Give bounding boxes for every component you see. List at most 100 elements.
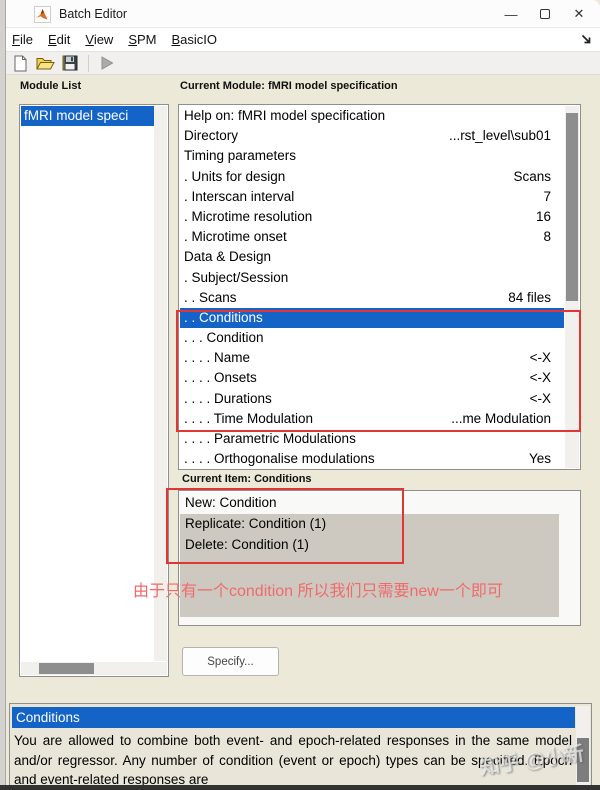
parameter-rows: Help on: fMRI model specification Direct…: [180, 106, 564, 468]
menu-view[interactable]: View: [85, 32, 114, 47]
background-window-edge: [0, 0, 6, 790]
param-label: . Subject/Session: [184, 269, 289, 285]
param-row-condition[interactable]: . . . Condition: [180, 328, 564, 348]
open-folder-icon: [35, 57, 55, 69]
current-item-background: [180, 514, 559, 617]
param-value: ...rst_level\sub01: [448, 128, 551, 144]
param-row-help[interactable]: Help on: fMRI model specification: [180, 106, 564, 126]
param-label: . . . . Parametric Modulations: [184, 431, 356, 446]
param-label: . Units for design: [184, 168, 286, 184]
help-panel-scrollbar[interactable]: [576, 706, 590, 785]
param-label: Help on: fMRI model specification: [184, 108, 386, 123]
module-list-horizontal-scrollbar[interactable]: [21, 662, 167, 675]
param-value: <-X: [529, 350, 551, 366]
param-label: . . . . Onsets: [184, 370, 257, 386]
param-row-interscan-interval[interactable]: . Interscan interval 7: [180, 187, 564, 207]
help-panel-text: You are allowed to combine both event- a…: [14, 733, 572, 786]
annotation-note: 由于只有一个condition 所以我们只需要new一个即可: [133, 583, 503, 600]
current-item-header: Current Item: Conditions: [182, 473, 312, 485]
param-value: ...me Modulation: [451, 410, 551, 426]
new-file-icon: [14, 55, 26, 71]
toolbar-separator: [88, 54, 89, 72]
matlab-logo-icon: [34, 6, 51, 23]
close-icon: ✕: [573, 6, 585, 21]
param-value: <-X: [529, 390, 551, 406]
help-panel: Conditions You are allowed to combine bo…: [9, 703, 592, 787]
module-list-vertical-scrollbar[interactable]: [154, 106, 167, 661]
minimize-button[interactable]: —: [494, 0, 528, 28]
menu-edit[interactable]: Edit: [47, 32, 71, 47]
help-panel-scroll-thumb[interactable]: [577, 738, 589, 782]
param-row-timing-parameters[interactable]: Timing parameters: [180, 146, 564, 166]
run-play-icon: [101, 56, 114, 70]
param-value: 7: [543, 188, 551, 204]
run-batch-button[interactable]: [97, 53, 117, 73]
param-label: . Microtime resolution: [184, 208, 313, 224]
param-value: 16: [535, 208, 551, 224]
close-button[interactable]: ✕: [562, 0, 596, 28]
minimize-icon: —: [504, 6, 518, 22]
param-row-microtime-resolution[interactable]: . Microtime resolution 16: [180, 207, 564, 227]
open-file-button[interactable]: [35, 53, 55, 73]
param-value: Scans: [513, 168, 551, 184]
current-item-listbox[interactable]: New: Condition Replicate: Condition (1) …: [178, 490, 581, 626]
param-label: . . Scans: [184, 289, 237, 305]
title-bar[interactable]: Batch Editor — ✕: [6, 0, 600, 28]
module-item-fmri-model-specification[interactable]: fMRI model speci: [21, 106, 154, 126]
current-module-vertical-scrollbar[interactable]: [565, 106, 579, 468]
param-row-directory[interactable]: Directory ...rst_level\sub01: [180, 126, 564, 146]
param-label: . Interscan interval: [184, 188, 295, 204]
param-label: . Microtime onset: [184, 229, 287, 245]
annotation-box-conditions-rows: [176, 310, 581, 432]
tool-bar: [6, 52, 600, 75]
param-row-subject-session[interactable]: . Subject/Session: [180, 268, 564, 288]
help-panel-title: Conditions: [12, 707, 575, 728]
param-row-data-and-design[interactable]: Data & Design: [180, 247, 564, 267]
new-file-button[interactable]: [10, 53, 30, 73]
save-disk-icon: [62, 55, 78, 71]
param-row-units-for-design[interactable]: . Units for design Scans: [180, 167, 564, 187]
param-value: Yes: [528, 451, 551, 467]
option-replicate-condition[interactable]: Replicate: Condition (1): [185, 516, 327, 531]
param-label: Timing parameters: [184, 148, 297, 164]
maximize-button[interactable]: [528, 0, 562, 28]
window-title: Batch Editor: [59, 7, 128, 21]
param-label: . . . . Durations: [184, 390, 272, 406]
screenshot-bottom-edge: [0, 785, 600, 790]
param-label: . . . . Time Modulation: [184, 410, 314, 426]
current-item-options: New: Condition Replicate: Condition (1) …: [180, 492, 559, 555]
param-label: . . . . Orthogonalise modulations: [184, 451, 375, 467]
option-delete-condition[interactable]: Delete: Condition (1): [185, 537, 309, 552]
current-module-vscroll-thumb[interactable]: [566, 113, 578, 301]
module-list-header: Module List: [20, 80, 82, 92]
param-row-time-modulation[interactable]: . . . . Time Modulation ...me Modulation: [180, 409, 564, 429]
annotation-box-new-options: [166, 488, 404, 564]
current-module-header: Current Module: fMRI model specification: [180, 80, 398, 92]
menu-basicio[interactable]: BasicIO: [171, 32, 218, 47]
param-row-name[interactable]: . . . . Name <-X: [180, 348, 564, 368]
param-value: 84 files: [508, 289, 551, 305]
param-row-scans[interactable]: . . Scans 84 files: [180, 288, 564, 308]
param-row-durations[interactable]: . . . . Durations <-X: [180, 389, 564, 409]
option-new-condition[interactable]: New: Condition: [185, 495, 277, 510]
module-listbox[interactable]: fMRI model speci: [19, 104, 169, 677]
specify-button[interactable]: Specify...: [182, 647, 279, 676]
param-value: 8: [543, 229, 551, 245]
module-list-hscroll-thumb[interactable]: [39, 663, 94, 674]
menu-bar: File Edit View SPM BasicIO: [6, 28, 600, 52]
param-row-orthogonalise-modulations[interactable]: . . . . Orthogonalise modulations Yes: [180, 449, 564, 468]
maximize-icon: [540, 9, 550, 19]
param-row-onsets[interactable]: . . . . Onsets <-X: [180, 368, 564, 388]
current-module-listbox[interactable]: Help on: fMRI model specification Direct…: [178, 104, 581, 470]
menu-file[interactable]: File: [12, 32, 33, 47]
param-label: . . . Condition: [184, 330, 264, 346]
param-label: Directory: [184, 128, 239, 144]
dock-arrow-icon[interactable]: [580, 33, 593, 49]
param-row-conditions-selected[interactable]: . . Conditions: [180, 307, 564, 329]
save-file-button[interactable]: [60, 53, 80, 73]
param-row-parametric-modulations[interactable]: . . . . Parametric Modulations: [180, 429, 564, 449]
menu-spm[interactable]: SPM: [128, 32, 157, 47]
param-label: . . . . Name: [184, 350, 251, 366]
param-row-microtime-onset[interactable]: . Microtime onset 8: [180, 227, 564, 247]
